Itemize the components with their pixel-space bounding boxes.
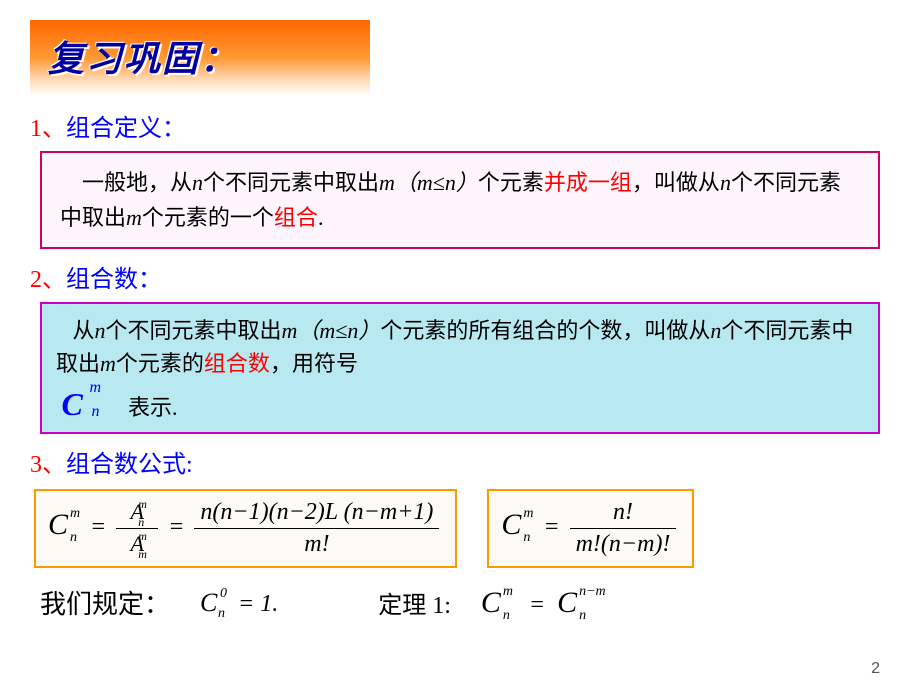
box1-t6: 个元素的一个 — [142, 205, 274, 230]
box1-m: m — [379, 170, 395, 195]
section-1-title: 1、组合定义： — [30, 108, 890, 143]
section-2-colon: ： — [138, 267, 162, 293]
header-banner: 复习巩固： — [30, 20, 370, 96]
f1-frac1: A m n A m m — [116, 499, 158, 558]
f1-Alower: A m m — [122, 531, 152, 558]
box1-red2: 组合 — [274, 205, 318, 230]
box2-t1: 从 — [73, 318, 95, 343]
f1-expand-num: n(n−1)(n−2)L (n−m+1) — [194, 499, 439, 529]
section-3-num: 3、 — [30, 452, 66, 478]
section-2-label: 组合数 — [66, 267, 138, 293]
section-3-title: 3、组合数公式: — [30, 444, 890, 479]
f2-den: m!(n−m)! — [570, 529, 677, 558]
box2-t6: ，用符号 — [270, 351, 358, 376]
f1-C: C m n — [48, 508, 84, 542]
f1-eq2: = — [168, 514, 184, 540]
box1-t1: 一般地，从 — [82, 170, 192, 195]
box1-red1: 并成一组 — [544, 170, 632, 195]
bottom-formula-2: C m n = C n−m n — [481, 586, 607, 620]
section-1-label: 组合定义 — [66, 116, 162, 142]
formula-row: C m n = A m n A m m = n(n−1)(n — [34, 489, 890, 568]
definition-box: 一般地，从n个不同元素中取出m（m≤n）个元素并成一组，叫做从n个不同元素中取出… — [40, 151, 880, 249]
bottom-row: 我们规定： C 0 n = 1. 定理 1: C m n = C n−m n — [30, 584, 890, 621]
symbol-sub-n: n — [92, 400, 100, 424]
box2-m: m — [282, 318, 298, 343]
box1-m2: m — [126, 205, 142, 230]
box2-t7: 表示. — [128, 395, 178, 420]
section-3-colon: : — [186, 452, 193, 478]
symbol-Cmn: C m n — [62, 380, 112, 414]
section-1-colon: ： — [162, 116, 186, 142]
page-number: 2 — [871, 660, 880, 678]
box1-t7: . — [318, 205, 324, 230]
box2-t5: 个元素的 — [116, 351, 204, 376]
box2-red1: 组合数 — [204, 351, 270, 376]
section-2-title: 2、组合数： — [30, 259, 890, 294]
box2-n2: n — [710, 318, 721, 343]
th-eq: = — [529, 592, 545, 618]
box2-t2: 个不同元素中取出 — [106, 318, 282, 343]
bf1-eq: = 1. — [238, 591, 278, 617]
symbol-C: C — [62, 386, 83, 422]
box1-n: n — [192, 170, 203, 195]
f1-frac2: n(n−1)(n−2)L (n−m+1) m! — [194, 499, 439, 558]
bf1-C: C 0 n — [200, 588, 232, 618]
box1-n2: n — [720, 170, 731, 195]
symbol-sup-m: m — [90, 376, 102, 400]
f2-C: C m n — [501, 508, 537, 542]
f2-frac: n! m!(n−m)! — [570, 499, 677, 558]
bottom-label-2: 定理 1: — [378, 585, 451, 620]
box1-t3: 个元素 — [478, 170, 544, 195]
bottom-label-1: 我们规定： — [40, 584, 170, 621]
f2-eq: = — [543, 514, 559, 540]
f1-expand-den: m! — [194, 529, 439, 558]
f1-Aupper: A m n — [122, 499, 152, 526]
box2-n: n — [95, 318, 106, 343]
formula-box-2: C m n = n! m!(n−m)! — [487, 489, 694, 568]
combination-count-box: 从n个不同元素中取出m（m≤n）个元素的所有组合的个数，叫做从n个不同元素中取出… — [40, 302, 880, 434]
box2-paren: （m≤n） — [297, 318, 380, 343]
box1-t2: 个不同元素中取出 — [203, 170, 379, 195]
box2-m2: m — [100, 351, 116, 376]
section-1-num: 1、 — [30, 116, 66, 142]
header-title: 复习巩固： — [48, 39, 238, 79]
formula-box-1: C m n = A m n A m m = n(n−1)(n — [34, 489, 457, 568]
section-2-num: 2、 — [30, 267, 66, 293]
section-3-label: 组合数公式 — [66, 452, 186, 478]
box1-paren: （m≤n） — [395, 170, 478, 195]
f2-num: n! — [570, 499, 677, 529]
f1-eq1: = — [90, 514, 106, 540]
box1-t4: ，叫做从 — [632, 170, 720, 195]
bottom-formula-1: C 0 n = 1. — [200, 588, 278, 618]
box2-t3: 个元素的所有组合的个数，叫做从 — [380, 318, 710, 343]
th-C1: C m n — [481, 586, 517, 620]
th-C2: C n−m n — [557, 586, 607, 620]
